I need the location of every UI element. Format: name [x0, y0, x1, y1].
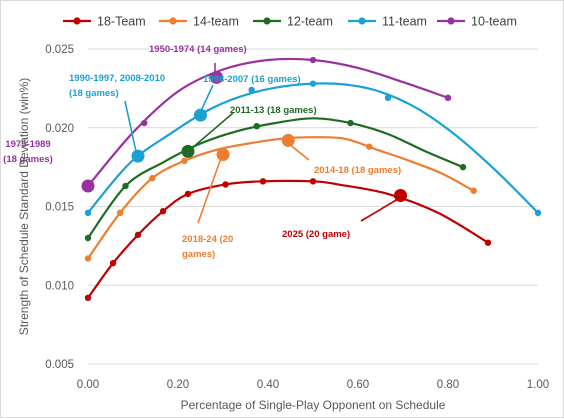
annotation-leader	[288, 143, 310, 161]
series-10-team	[81, 56, 452, 193]
data-point	[134, 231, 142, 239]
data-point	[141, 119, 148, 127]
highlight-point	[210, 70, 224, 84]
x-axis-title: Percentage of Single-Play Opponent on Sc…	[181, 398, 446, 412]
data-point	[259, 178, 267, 185]
legend-swatch-marker	[169, 17, 177, 25]
data-point	[309, 178, 317, 185]
data-point	[159, 208, 167, 215]
x-tick-label: 0.00	[77, 379, 99, 391]
annotation-label: 2011-13 (18 games)	[230, 105, 317, 116]
legend-label: 18-Team	[97, 15, 146, 29]
series-line-12-team	[87, 117, 464, 239]
highlight-point	[216, 148, 230, 162]
data-point	[149, 174, 156, 182]
highlight-point	[194, 108, 207, 122]
data-point	[184, 190, 192, 198]
annotation-label: 1990-1997, 2008-2010	[69, 73, 165, 84]
y-tick-label: 0.005	[45, 359, 74, 371]
legend-label: 11-team	[382, 15, 427, 29]
series-12-team	[84, 117, 467, 242]
series-14-team	[84, 133, 477, 262]
gridlines	[88, 48, 538, 365]
legend-swatch-marker	[447, 17, 455, 25]
data-point	[309, 80, 317, 87]
legend-label: 10-team	[471, 15, 517, 29]
data-point	[384, 94, 392, 102]
data-point	[116, 209, 124, 216]
data-point	[84, 294, 92, 302]
highlight-point	[131, 149, 145, 163]
legend-label: 14-team	[193, 15, 239, 29]
annotation-label: 1975-1989	[5, 139, 50, 150]
annotation-label: (18 games)	[3, 154, 53, 165]
data-point	[309, 56, 317, 64]
legend-item-18-team: 18-Team	[63, 15, 146, 29]
legend-swatch-marker	[263, 17, 271, 25]
annotation-label: 2025 (20 game)	[282, 229, 350, 240]
legend-item-14-team: 14-team	[159, 15, 239, 29]
annotation-leaders	[124, 63, 399, 224]
data-point	[84, 255, 92, 262]
annotation-leader	[360, 198, 399, 222]
series-11-team	[84, 80, 542, 216]
legend-item-10-team: 10-team	[437, 15, 517, 29]
series-line-11-team	[87, 82, 539, 214]
series-18-team	[84, 178, 492, 302]
annotation-leader	[124, 100, 138, 157]
annotation-label: 1950-1974 (14 games)	[149, 44, 247, 55]
data-point	[444, 94, 452, 102]
x-tick-label: 0.60	[347, 379, 369, 391]
data-point	[181, 157, 188, 165]
legend-swatch-marker	[73, 17, 81, 25]
legend-item-11-team: 11-team	[348, 15, 427, 29]
data-point	[84, 209, 92, 216]
x-tick-label: 0.80	[437, 379, 459, 391]
y-tick-label: 0.010	[45, 280, 74, 292]
data-point	[109, 260, 117, 267]
data-point	[248, 86, 255, 94]
annotation-leader	[197, 157, 222, 224]
legend-label: 12-team	[287, 15, 333, 29]
annotation-leader	[190, 112, 234, 150]
data-point	[122, 182, 129, 190]
annotations: 1950-1974 (14 games) 1990-1997, 2008-2010…	[3, 44, 401, 260]
data-point	[470, 187, 477, 194]
legend-swatch-marker	[358, 17, 366, 25]
y-tick-label: 0.015	[45, 202, 74, 214]
legend: 18-Team 14-team 12-team 11-team 10-team	[63, 15, 517, 29]
y-axis-title: Strength of Schedule Standard Deviation …	[17, 78, 31, 335]
y-tick-label: 0.025	[45, 44, 74, 56]
annotation-leader	[199, 84, 214, 114]
x-tick-label: 1.00	[527, 379, 549, 391]
data-point	[484, 239, 492, 246]
x-tick-label: 0.20	[167, 379, 189, 391]
data-point	[253, 122, 260, 130]
series-line-14-team	[87, 136, 475, 260]
axis-ticks: 0.005 0.010 0.015 0.020 0.025 0.00 0.20 0.40 0.6…	[45, 44, 549, 391]
data-point	[534, 209, 542, 216]
highlight-point	[281, 133, 295, 147]
legend-item-12-team: 12-team	[253, 15, 333, 29]
annotation-label: games)	[182, 249, 215, 260]
data-point	[84, 234, 92, 242]
annotation-label: 1998-2007 (16 games)	[203, 74, 301, 85]
annotation-label: 2018-24 (20	[182, 234, 233, 245]
x-tick-label: 0.40	[257, 379, 279, 391]
highlight-point	[81, 179, 95, 193]
data-point	[222, 181, 229, 188]
data-point	[459, 163, 467, 171]
data-point	[366, 143, 373, 150]
y-tick-label: 0.020	[45, 123, 74, 135]
data-point	[347, 119, 354, 127]
annotation-label: 2014-18 (18 games)	[314, 165, 401, 176]
series-layer	[81, 56, 542, 302]
annotation-label: (18 games)	[69, 88, 119, 99]
